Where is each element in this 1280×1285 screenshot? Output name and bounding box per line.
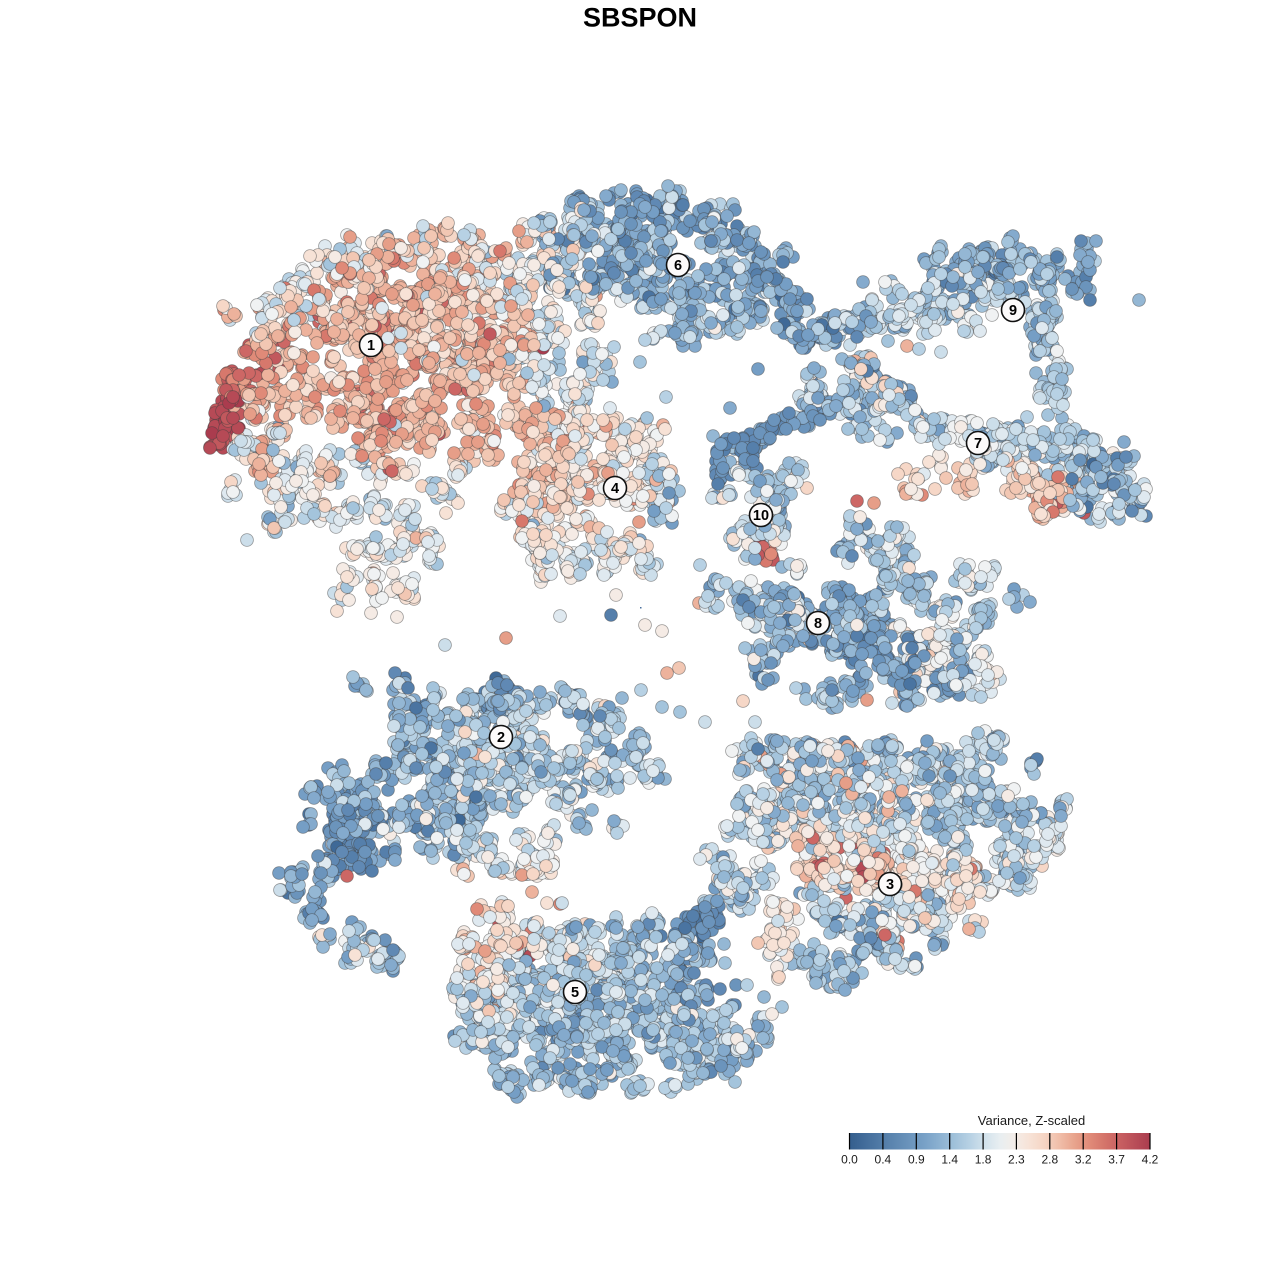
svg-text:SBSPON: SBSPON xyxy=(583,3,697,33)
